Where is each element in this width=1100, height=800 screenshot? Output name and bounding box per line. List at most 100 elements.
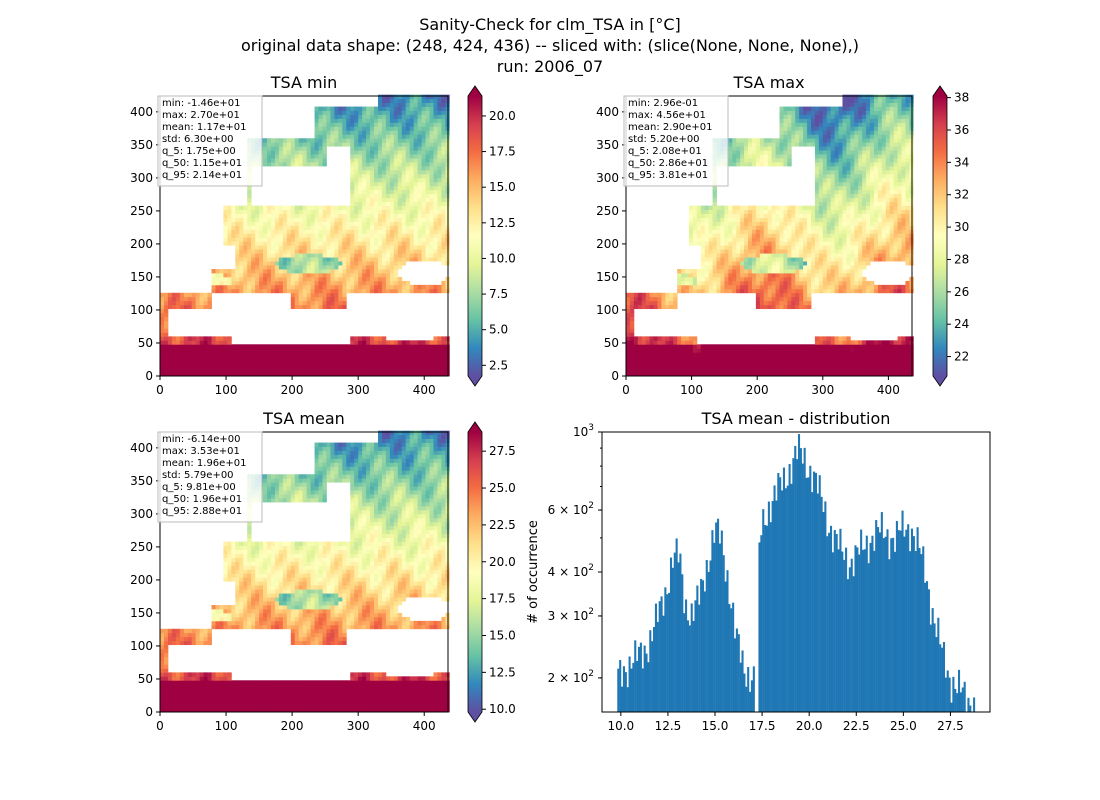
map-cell <box>775 368 780 373</box>
map-cell <box>405 344 411 349</box>
map-cell <box>858 348 863 353</box>
map-cell <box>751 229 757 234</box>
map-cell <box>850 233 855 238</box>
map-cell <box>318 205 323 210</box>
map-cell <box>163 364 169 369</box>
map-cell <box>862 233 867 238</box>
map-cell <box>712 253 717 258</box>
map-cell <box>748 233 753 238</box>
map-cell <box>759 288 765 294</box>
map-cell <box>771 284 776 290</box>
map-cell <box>429 197 434 203</box>
map-cell <box>637 348 643 353</box>
map-cell <box>354 189 359 195</box>
map-cell <box>251 368 256 373</box>
map-cell <box>846 348 851 353</box>
map-cell <box>362 122 367 127</box>
map-cell <box>803 217 808 222</box>
map-cell <box>405 138 411 143</box>
map-cell <box>334 221 339 226</box>
map-cell <box>775 272 780 278</box>
map-cell <box>354 158 359 163</box>
map-cell <box>759 344 765 349</box>
map-cell <box>179 364 185 369</box>
map-cell <box>405 146 411 151</box>
map-cell <box>342 261 347 266</box>
map-cell <box>377 225 383 230</box>
map-cell <box>751 257 757 262</box>
map-cell <box>183 348 189 353</box>
map-cell <box>441 173 446 179</box>
map-cell <box>653 296 658 302</box>
map-cell <box>377 336 383 341</box>
map-cell <box>748 356 753 361</box>
map-cell <box>854 249 859 254</box>
map-cell <box>748 241 753 246</box>
map-cell <box>350 356 355 361</box>
map-cell <box>163 292 169 298</box>
map-cell <box>889 241 895 246</box>
map-cell <box>346 269 351 274</box>
map-cell <box>322 114 327 119</box>
map-cell <box>873 257 879 262</box>
map-cell <box>704 221 710 226</box>
map-cell <box>381 217 387 222</box>
map-cell <box>405 154 411 159</box>
map-cell <box>330 114 335 119</box>
map-cell <box>787 213 792 218</box>
map-cell <box>429 154 434 159</box>
map-cell <box>270 257 276 262</box>
map-cell <box>334 280 339 286</box>
map-cell <box>409 209 415 214</box>
map-cell <box>696 344 702 349</box>
map-cell <box>716 261 721 266</box>
map-cell <box>799 217 804 222</box>
map-cell <box>677 352 682 357</box>
map-cell <box>799 221 804 226</box>
map-cell <box>358 126 363 131</box>
map-cell <box>338 360 343 365</box>
map-cell <box>763 352 769 357</box>
map-cell <box>322 304 327 310</box>
map-cell <box>187 368 193 373</box>
map-cell <box>429 205 434 210</box>
map-cell <box>389 98 395 103</box>
map-cell <box>633 344 639 349</box>
map-cell <box>688 348 694 353</box>
map-cell <box>803 269 808 274</box>
map-cell <box>779 368 784 373</box>
map-cell <box>326 229 331 234</box>
map-cell <box>767 352 773 357</box>
map-cell <box>413 217 419 222</box>
map-cell <box>381 229 387 234</box>
map-cell <box>905 288 910 294</box>
map-cell <box>826 245 832 250</box>
map-cell <box>433 201 438 207</box>
map-cell <box>779 292 784 298</box>
map-cell <box>688 225 694 230</box>
map-cell <box>354 272 359 278</box>
map-cell <box>247 249 252 254</box>
map-cell <box>803 344 808 349</box>
map-cell <box>830 197 835 203</box>
map-cell <box>685 348 690 353</box>
map-cell <box>318 241 323 246</box>
map-cell <box>905 360 910 365</box>
map-cell <box>326 288 331 294</box>
map-cell <box>175 360 181 365</box>
map-cell <box>897 336 902 341</box>
map-cell <box>629 324 635 329</box>
map-cell <box>885 288 891 294</box>
map-cell <box>704 356 710 361</box>
map-cell <box>223 209 228 214</box>
map-cell <box>429 162 434 167</box>
map-cell <box>385 272 391 278</box>
map-cell <box>385 181 391 187</box>
map-cell <box>274 272 280 278</box>
map-cell <box>358 158 363 163</box>
map-cell <box>393 265 399 270</box>
map-cell <box>227 344 232 349</box>
map-cell <box>850 340 855 345</box>
map-cell <box>665 292 670 298</box>
map-cell <box>850 205 855 210</box>
